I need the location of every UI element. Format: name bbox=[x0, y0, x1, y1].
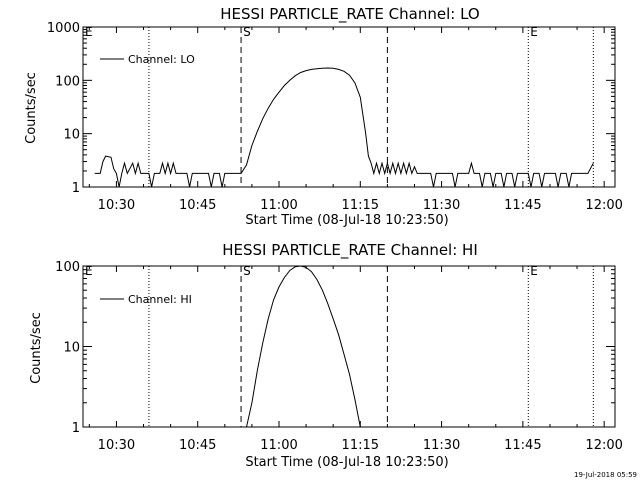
lo-x-tick-label: 11:00 bbox=[260, 198, 297, 213]
lo-marker-label: E bbox=[85, 25, 93, 39]
hi-x-axis-label: Start Time (08-Jul-18 10:23:50) bbox=[245, 455, 448, 470]
hi-y-axis-label: Counts/sec bbox=[29, 312, 44, 384]
lo-x-tick-label: 10:45 bbox=[179, 198, 216, 213]
lo-marker-label: E bbox=[530, 25, 538, 39]
hi-x-tick-label: 11:00 bbox=[260, 438, 297, 453]
hi-x-tick-label: 11:30 bbox=[423, 438, 460, 453]
lo-legend-entry: Channel: LO bbox=[128, 53, 195, 66]
hi-plot-frame bbox=[82, 265, 616, 428]
hi-marker-label: E bbox=[530, 264, 538, 278]
lo-plot-frame bbox=[82, 26, 616, 188]
hi-chart-title: HESSI PARTICLE_RATE Channel: HI bbox=[222, 241, 478, 260]
hi-x-tick-label: 11:45 bbox=[504, 438, 541, 453]
lo-y-tick-label: 100 bbox=[55, 74, 80, 89]
hi-channel-panel: HESSI PARTICLE_RATE Channel: HI Start Ti… bbox=[29, 241, 623, 470]
lo-chart-title: HESSI PARTICLE_RATE Channel: LO bbox=[220, 5, 479, 24]
lo-y-tick-label: 1 bbox=[72, 181, 80, 196]
lo-x-tick-label: 11:15 bbox=[342, 198, 379, 213]
hi-marker-label: E bbox=[85, 264, 93, 278]
hi-y-tick-label: 100 bbox=[55, 260, 80, 275]
hi-x-tick-label: 10:30 bbox=[98, 438, 135, 453]
lo-marker-label: S bbox=[243, 25, 251, 39]
hi-x-tick-label: 10:45 bbox=[179, 438, 216, 453]
lo-legend: Channel: LO bbox=[100, 53, 195, 66]
hi-legend-entry: Channel: HI bbox=[128, 293, 192, 306]
hi-x-tick-label: 12:00 bbox=[585, 438, 622, 453]
footer-timestamp: 19-Jul-2018 05:59 bbox=[574, 471, 637, 479]
hi-y-tick-label: 10 bbox=[63, 341, 80, 356]
lo-y-axis-label: Counts/sec bbox=[24, 72, 39, 144]
hi-x-tick-label: 11:15 bbox=[342, 438, 379, 453]
lo-x-tick-label: 10:30 bbox=[98, 198, 135, 213]
lo-y-tick-label: 10 bbox=[63, 128, 80, 143]
lo-x-tick-label: 12:00 bbox=[585, 198, 622, 213]
lo-x-tick-label: 11:45 bbox=[504, 198, 541, 213]
hi-series-line bbox=[246, 265, 361, 428]
lo-channel-panel: HESSI PARTICLE_RATE Channel: LO Start Ti… bbox=[24, 5, 623, 228]
lo-x-tick-label: 11:30 bbox=[423, 198, 460, 213]
hi-marker-label: S bbox=[243, 264, 251, 278]
hi-y-tick-label: 1 bbox=[72, 421, 80, 436]
lo-x-axis-label: Start Time (08-Jul-18 10:23:50) bbox=[245, 213, 448, 228]
hi-legend: Channel: HI bbox=[100, 293, 192, 306]
lo-series-line bbox=[94, 67, 594, 188]
lo-y-tick-label: 1000 bbox=[47, 21, 80, 36]
